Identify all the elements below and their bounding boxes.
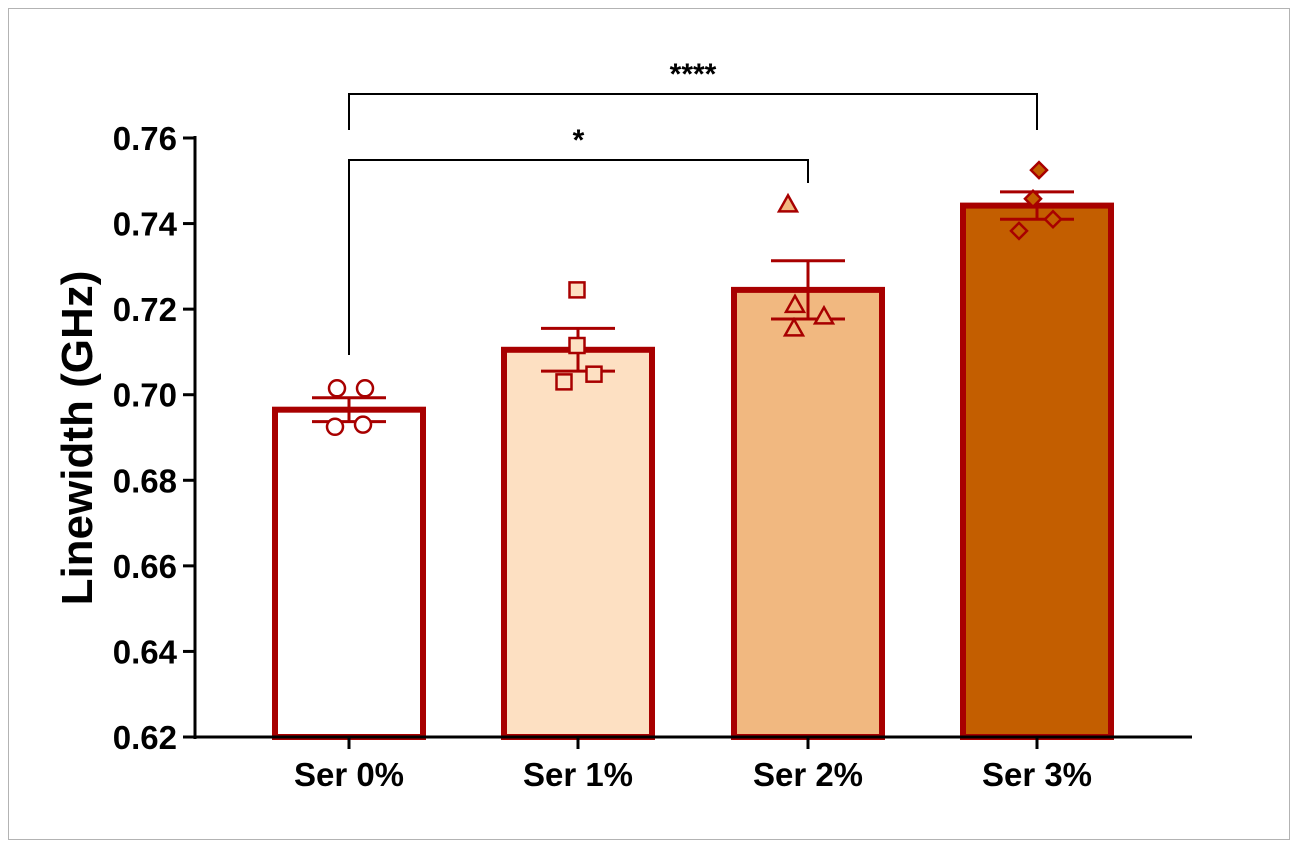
y-tick-label-7: 0.76 xyxy=(113,120,177,157)
y-tick-label-2: 0.66 xyxy=(113,548,177,585)
data-point-1-2 xyxy=(555,373,573,391)
data-point-2-2 xyxy=(812,304,836,325)
x-tick-label-3: Ser 3% xyxy=(982,756,1092,793)
significance-label-0: * xyxy=(573,124,585,157)
data-point-0-2 xyxy=(325,417,345,437)
data-point-3-2 xyxy=(1043,209,1063,230)
y-tick-label-3: 0.68 xyxy=(113,462,177,499)
data-point-3-1 xyxy=(1023,188,1043,209)
data-point-1-1 xyxy=(568,336,586,355)
data-point-3-0 xyxy=(1029,160,1049,180)
data-point-1-3 xyxy=(585,365,603,383)
x-tick-label-0: Ser 0% xyxy=(294,756,404,793)
data-point-3-3 xyxy=(1009,221,1029,241)
bar-2 xyxy=(731,286,885,740)
bar-3 xyxy=(960,202,1114,740)
data-point-2-1 xyxy=(783,293,807,314)
y-tick-label-0: 0.62 xyxy=(113,719,177,756)
significance-label-1: **** xyxy=(670,58,717,91)
significance-layer: ***** xyxy=(348,58,1038,355)
significance-bracket-0 xyxy=(348,159,809,355)
data-point-2-0 xyxy=(776,192,800,213)
data-point-2-3 xyxy=(782,316,806,337)
data-point-0-0 xyxy=(327,379,347,398)
y-tick-label-6: 0.74 xyxy=(113,206,178,243)
data-points-layer xyxy=(325,160,1063,437)
significance-bracket-1 xyxy=(348,93,1038,130)
bar-0 xyxy=(272,406,426,740)
error-bars-layer xyxy=(312,190,1074,424)
bar-1 xyxy=(501,346,655,740)
data-point-1-0 xyxy=(568,281,586,299)
y-tick-label-4: 0.70 xyxy=(113,377,177,414)
y-tick-label-5: 0.72 xyxy=(113,291,177,328)
axes-layer: 0.62 0.64 0.66 0.68 0.70 0.72 0.74 0.76 Ser 0% Se… xyxy=(113,120,1192,793)
data-point-0-1 xyxy=(355,379,375,398)
data-point-0-3 xyxy=(353,415,373,434)
x-tick-label-1: Ser 1% xyxy=(523,756,633,793)
bars-layer xyxy=(272,202,1114,740)
x-tick-label-2: Ser 2% xyxy=(753,756,863,793)
y-tick-label-1: 0.64 xyxy=(113,633,178,670)
y-axis-title: Linewidth (GHz) xyxy=(53,271,102,606)
